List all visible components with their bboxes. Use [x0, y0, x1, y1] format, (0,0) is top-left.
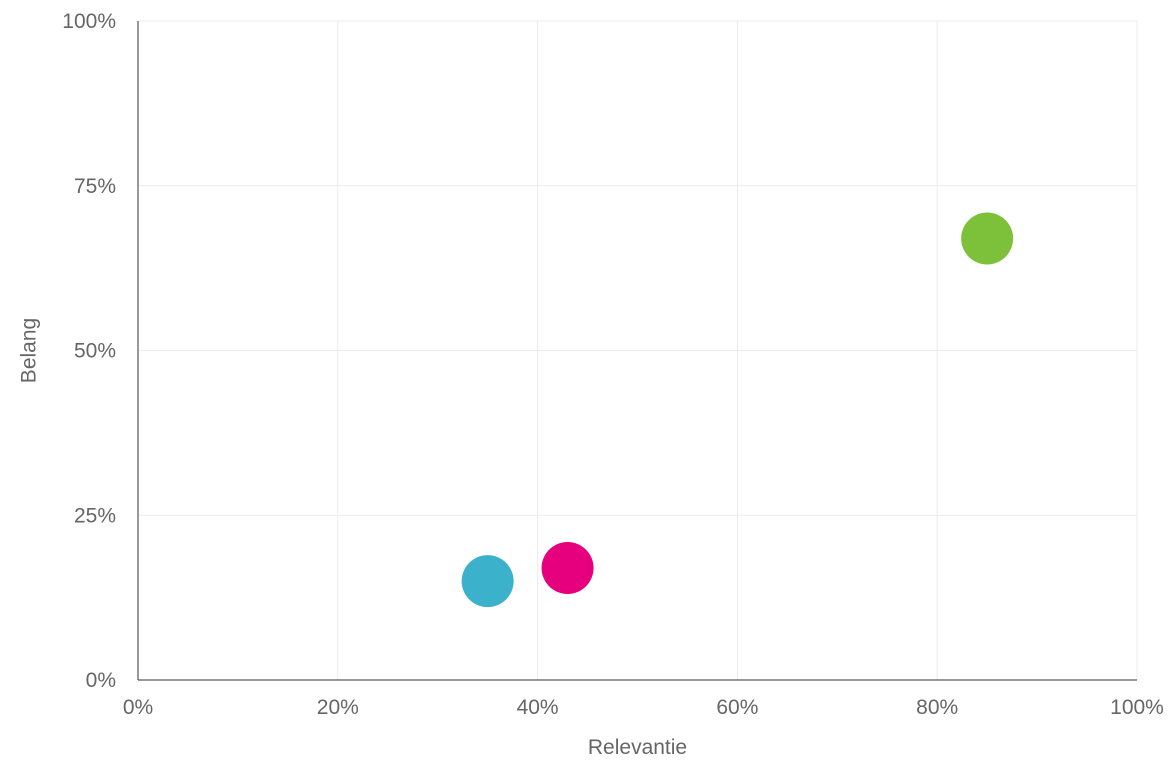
x-tick-label: 60%: [716, 696, 758, 719]
x-tick-label: 20%: [317, 696, 359, 719]
x-tick-label: 40%: [517, 696, 559, 719]
x-axis-title: Relevantie: [588, 736, 687, 759]
grid-lines: [138, 20, 1138, 680]
y-tick-label: 25%: [74, 504, 116, 527]
y-tick-label: 50%: [74, 340, 116, 363]
x-tick-label: 0%: [123, 696, 153, 719]
y-tick-label: 75%: [74, 175, 116, 198]
y-tick-label: 0%: [86, 669, 116, 692]
data-points: [461, 212, 1014, 608]
y-tick-labels: 0% 25% 50% 75% 100%: [62, 10, 116, 692]
x-tick-labels: 0% 20% 40% 60% 80% 100%: [123, 696, 1164, 719]
data-point-2[interactable]: [541, 541, 594, 594]
x-tick-label: 100%: [1110, 696, 1164, 719]
x-tick-label: 80%: [916, 696, 958, 719]
data-point-3[interactable]: [961, 212, 1014, 265]
axes: [137, 21, 1137, 681]
y-tick-label: 100%: [62, 10, 116, 33]
data-point-1[interactable]: [461, 555, 514, 608]
y-axis-title: Belang: [18, 318, 41, 383]
